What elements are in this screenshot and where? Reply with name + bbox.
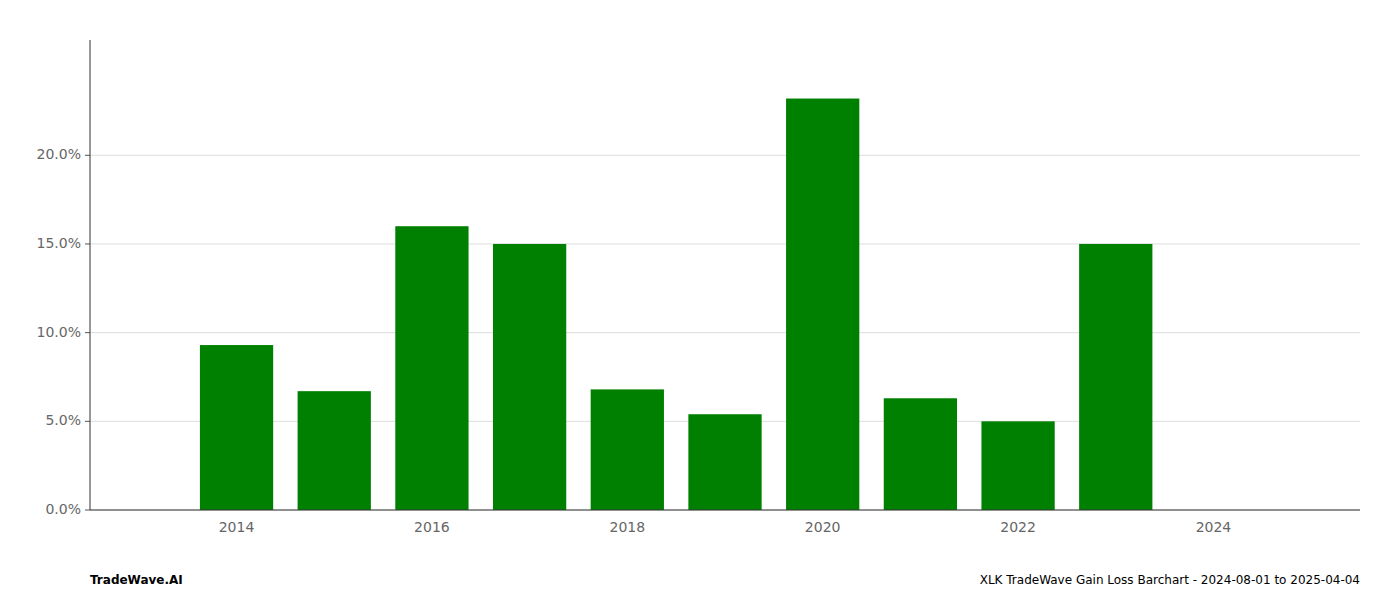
y-tick-label: 5.0% <box>45 412 81 428</box>
bar <box>1079 244 1152 510</box>
x-tick-label: 2022 <box>1000 519 1036 535</box>
y-tick <box>85 243 90 244</box>
y-tick <box>85 155 90 156</box>
y-tick-label: 10.0% <box>37 324 81 340</box>
y-axis: 0.0% 5.0% 10.0% 15.0% 20.0% <box>37 40 90 517</box>
bar <box>591 389 664 510</box>
y-tick-label: 0.0% <box>45 501 81 517</box>
x-tick-label: 2016 <box>414 519 450 535</box>
chart: 0.0%5.0%10.0%15.0%20.0%20142016201820202… <box>0 0 1400 600</box>
x-tick-label: 2018 <box>609 519 645 535</box>
grid <box>90 155 1360 510</box>
bar <box>200 345 273 510</box>
bar <box>688 414 761 510</box>
bars <box>200 99 1153 510</box>
grid-line <box>90 155 1360 156</box>
footer-text: XLK TradeWave Gain Loss Barchart - 2024-… <box>980 573 1360 587</box>
x-axis: 2014 2016 2018 2020 2022 2024 <box>90 510 1360 535</box>
y-tick-label: 15.0% <box>37 235 81 251</box>
y-tick <box>85 332 90 333</box>
x-tick-label: 2020 <box>805 519 841 535</box>
y-tick <box>85 510 90 511</box>
bar <box>981 421 1054 510</box>
y-tick <box>85 421 90 422</box>
grid-line <box>90 510 1360 511</box>
bar <box>493 244 566 510</box>
x-tick-label: 2024 <box>1196 519 1232 535</box>
x-axis-line <box>90 510 1360 511</box>
bar <box>395 226 468 510</box>
y-tick-label: 20.0% <box>37 146 81 162</box>
x-tick-label: 2014 <box>219 519 255 535</box>
bar <box>786 99 859 510</box>
grid-line <box>90 332 1360 333</box>
grid-line <box>90 243 1360 244</box>
footer-text: TradeWave.AI <box>90 573 183 587</box>
y-axis-line <box>90 40 91 510</box>
bar <box>298 391 371 510</box>
bar <box>884 398 957 510</box>
